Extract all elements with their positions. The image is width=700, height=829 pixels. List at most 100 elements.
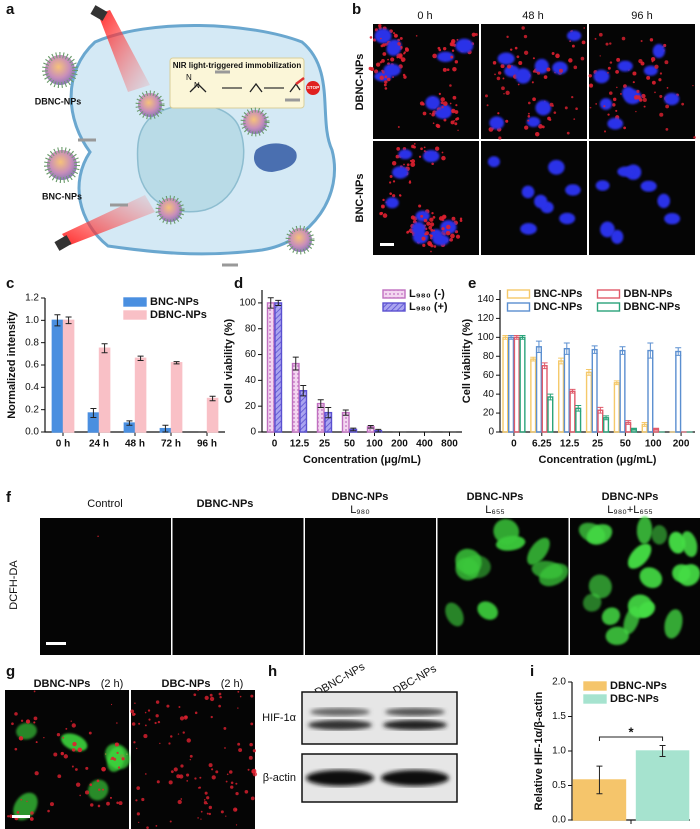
red-dot xyxy=(639,98,643,102)
error-bar xyxy=(653,427,660,431)
red-dot xyxy=(60,751,64,756)
legend-label: BNC-NPs xyxy=(534,288,583,300)
red-dot xyxy=(384,87,388,90)
red-dot xyxy=(452,95,457,100)
y-tick-label: 1.0 xyxy=(25,315,39,326)
legend-label: DNC-NPs xyxy=(534,301,583,313)
red-dot xyxy=(208,812,212,816)
green-cell xyxy=(455,548,482,575)
red-dot xyxy=(179,716,185,721)
red-dot xyxy=(509,48,513,51)
red-dot xyxy=(382,198,385,202)
red-dot xyxy=(189,754,193,758)
red-dot xyxy=(189,758,192,761)
red-dot xyxy=(415,34,418,37)
panel-label: e xyxy=(468,275,476,292)
nucleus xyxy=(552,61,568,75)
red-dot xyxy=(113,757,117,761)
red-dot xyxy=(252,749,256,753)
red-dot xyxy=(238,748,243,753)
red-dot xyxy=(454,122,458,126)
red-dot xyxy=(474,32,478,36)
red-dot xyxy=(616,57,621,62)
red-dot xyxy=(169,820,172,823)
error-bar xyxy=(317,399,324,408)
column-header: Control xyxy=(87,498,122,510)
bar xyxy=(619,349,626,433)
red-dot xyxy=(193,693,197,697)
red-dot xyxy=(665,128,669,131)
red-dot xyxy=(413,145,416,149)
red-dot xyxy=(147,709,151,712)
red-dot xyxy=(419,101,424,106)
red-dot xyxy=(564,106,568,110)
nucleus xyxy=(385,197,399,209)
red-dot xyxy=(206,812,209,815)
red-dot xyxy=(90,803,94,807)
red-dot xyxy=(422,111,427,116)
red-dot xyxy=(218,692,222,696)
red-dot xyxy=(57,774,62,779)
stop-text: STOP xyxy=(307,85,319,90)
red-dot xyxy=(29,817,34,821)
red-dot xyxy=(141,797,145,802)
nucleus xyxy=(621,86,635,100)
error-bar xyxy=(126,420,133,426)
red-dot xyxy=(498,136,502,140)
error-bar xyxy=(508,334,515,340)
red-dot xyxy=(130,709,135,714)
red-dot xyxy=(180,764,184,768)
arrow xyxy=(78,70,300,267)
red-dot xyxy=(250,694,254,698)
red-dot xyxy=(33,721,36,724)
green-cell xyxy=(445,602,464,627)
x-tick-label: 72 h xyxy=(161,439,181,450)
red-dot xyxy=(471,32,476,37)
red-dot xyxy=(553,111,557,114)
y-tick-label: 40 xyxy=(245,375,257,386)
y-tick-label: 0.0 xyxy=(25,427,39,438)
x-tick-label: 200 xyxy=(673,439,690,450)
legend-swatch xyxy=(583,681,607,691)
red-dot xyxy=(486,104,489,107)
nucleus xyxy=(411,221,426,236)
bar xyxy=(569,390,576,433)
y-tick-label: 0.4 xyxy=(25,382,39,393)
red-dot xyxy=(199,776,202,779)
red-dot xyxy=(98,788,101,791)
nucleus xyxy=(600,221,615,238)
error-bar xyxy=(530,356,537,362)
green-cell xyxy=(527,537,550,566)
red-dot xyxy=(632,81,635,84)
red-dot xyxy=(379,61,382,64)
red-dot xyxy=(144,724,147,727)
column-header: DBNC-NPs xyxy=(197,498,254,510)
error-bar xyxy=(162,424,169,433)
red-dot xyxy=(581,40,586,45)
y-tick-label: 2.0 xyxy=(552,677,566,688)
red-dot xyxy=(138,722,141,725)
red-dot xyxy=(441,218,445,222)
red-dot xyxy=(438,92,441,96)
y-tick-label: 1.2 xyxy=(25,293,39,304)
y-tick-label: 0 xyxy=(250,427,256,438)
y-tick-label: 0 xyxy=(488,427,494,438)
red-dot xyxy=(53,752,58,757)
red-dot xyxy=(409,180,411,183)
red-dot xyxy=(506,35,509,39)
red-dot xyxy=(663,43,667,48)
red-dot xyxy=(451,216,456,221)
red-dot xyxy=(429,234,433,237)
x-tick-label: 12.5 xyxy=(560,439,580,450)
red-dot xyxy=(200,818,202,820)
red-dot xyxy=(197,817,199,819)
red-dot xyxy=(459,219,463,223)
bar xyxy=(62,319,75,433)
red-dot xyxy=(244,789,249,794)
red-dot xyxy=(208,763,213,768)
red-dot xyxy=(432,216,436,219)
green-cell xyxy=(627,594,653,619)
red-dot xyxy=(455,118,458,121)
column-subheader: L₆₅₅ xyxy=(485,504,504,516)
green-cell xyxy=(477,601,498,620)
